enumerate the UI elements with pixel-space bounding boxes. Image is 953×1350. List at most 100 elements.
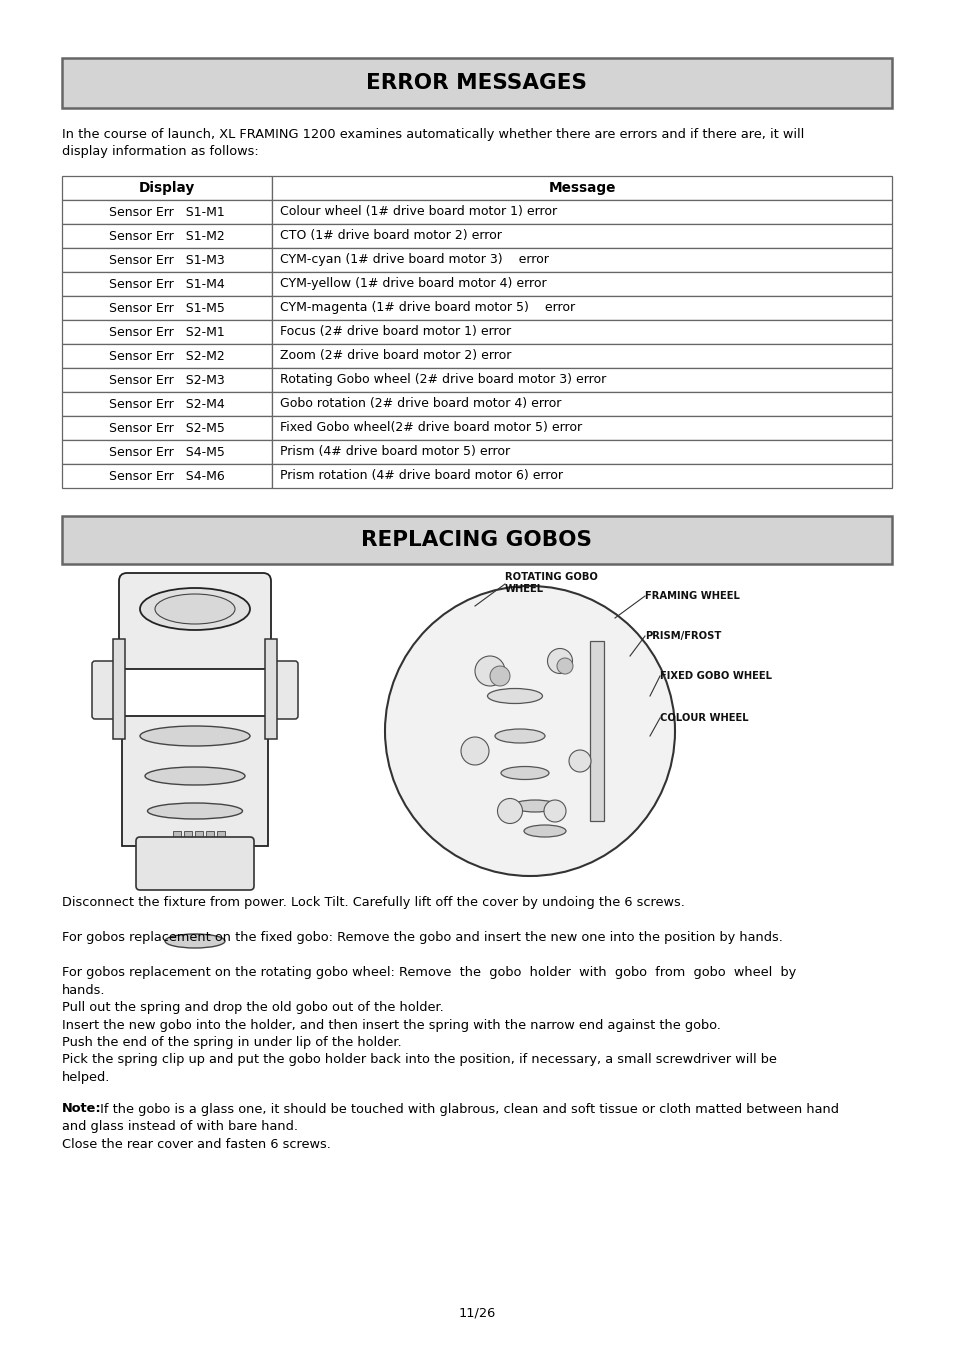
Bar — [62, 344, 272, 369]
Bar — [194, 832, 203, 838]
Text: Disconnect the fixture from power. Lock Tilt. Carefully lift off the cover by un: Disconnect the fixture from power. Lock … — [62, 896, 684, 909]
Bar — [272, 176, 891, 200]
Text: REPLACING GOBOS: REPLACING GOBOS — [361, 531, 592, 549]
Bar — [62, 296, 272, 320]
Text: Fixed Gobo wheel(2# drive board motor 5) error: Fixed Gobo wheel(2# drive board motor 5)… — [280, 421, 581, 435]
Text: Sensor Err   S2-M4: Sensor Err S2-M4 — [109, 397, 225, 410]
Text: Display: Display — [139, 181, 195, 194]
Bar — [216, 832, 225, 838]
Text: CTO (1# drive board motor 2) error: CTO (1# drive board motor 2) error — [280, 230, 501, 243]
Text: WHEEL: WHEEL — [504, 585, 543, 594]
Circle shape — [490, 666, 510, 686]
Text: Message: Message — [548, 181, 615, 194]
Bar — [206, 832, 213, 838]
Bar — [172, 832, 181, 838]
Text: Sensor Err   S4-M5: Sensor Err S4-M5 — [109, 446, 225, 459]
Bar — [272, 464, 891, 487]
Bar — [272, 200, 891, 224]
Text: Note:: Note: — [62, 1103, 102, 1115]
Text: Prism rotation (4# drive board motor 6) error: Prism rotation (4# drive board motor 6) … — [280, 470, 562, 482]
Text: For gobos replacement on the fixed gobo: Remove the gobo and insert the new one : For gobos replacement on the fixed gobo:… — [62, 931, 782, 944]
Bar — [62, 176, 272, 200]
Text: FRAMING WHEEL: FRAMING WHEEL — [644, 591, 740, 601]
Text: ROTATING GOBO: ROTATING GOBO — [504, 572, 598, 582]
Text: Sensor Err   S2-M1: Sensor Err S2-M1 — [109, 325, 225, 339]
Text: Prism (4# drive board motor 5) error: Prism (4# drive board motor 5) error — [280, 446, 510, 459]
Bar — [184, 832, 192, 838]
Bar — [589, 641, 603, 821]
Text: Sensor Err   S1-M5: Sensor Err S1-M5 — [109, 301, 225, 315]
FancyBboxPatch shape — [136, 837, 253, 890]
Bar — [272, 344, 891, 369]
Bar — [272, 392, 891, 416]
Text: Sensor Err   S4-M6: Sensor Err S4-M6 — [109, 470, 225, 482]
Ellipse shape — [140, 726, 250, 747]
Text: CYM-yellow (1# drive board motor 4) error: CYM-yellow (1# drive board motor 4) erro… — [280, 278, 546, 290]
Text: hands.: hands. — [62, 984, 106, 996]
Text: Focus (2# drive board motor 1) error: Focus (2# drive board motor 1) error — [280, 325, 511, 339]
Bar — [62, 200, 272, 224]
Bar — [272, 369, 891, 391]
Text: Rotating Gobo wheel (2# drive board motor 3) error: Rotating Gobo wheel (2# drive board moto… — [280, 374, 605, 386]
Circle shape — [557, 657, 573, 674]
Text: FIXED GOBO WHEEL: FIXED GOBO WHEEL — [659, 671, 771, 680]
Text: CYM-cyan (1# drive board motor 3)    error: CYM-cyan (1# drive board motor 3) error — [280, 254, 548, 266]
Ellipse shape — [475, 656, 504, 686]
Bar — [62, 416, 272, 440]
Ellipse shape — [487, 688, 542, 703]
Bar — [272, 416, 891, 440]
Text: COLOUR WHEEL: COLOUR WHEEL — [659, 713, 748, 724]
Ellipse shape — [500, 767, 548, 779]
Text: Sensor Err   S1-M1: Sensor Err S1-M1 — [109, 205, 225, 219]
Text: Push the end of the spring in under lip of the holder.: Push the end of the spring in under lip … — [62, 1035, 401, 1049]
Bar — [272, 224, 891, 248]
Bar — [265, 639, 276, 738]
Text: In the course of launch, XL FRAMING 1200 examines automatically whether there ar: In the course of launch, XL FRAMING 1200… — [62, 128, 803, 158]
Bar — [272, 440, 891, 464]
Text: For gobos replacement on the rotating gobo wheel: Remove  the  gobo  holder  wit: For gobos replacement on the rotating go… — [62, 967, 796, 979]
Text: Sensor Err   S1-M2: Sensor Err S1-M2 — [109, 230, 225, 243]
Bar — [272, 320, 891, 344]
FancyBboxPatch shape — [119, 572, 271, 670]
Text: Sensor Err   S1-M4: Sensor Err S1-M4 — [109, 278, 225, 290]
FancyBboxPatch shape — [270, 662, 297, 720]
Ellipse shape — [543, 801, 565, 822]
Ellipse shape — [148, 803, 242, 819]
Circle shape — [385, 586, 675, 876]
Ellipse shape — [497, 798, 522, 823]
Text: If the gobo is a glass one, it should be touched with glabrous, clean and soft t: If the gobo is a glass one, it should be… — [96, 1103, 838, 1115]
Text: ERROR MESSAGES: ERROR MESSAGES — [366, 73, 587, 93]
Text: Close the rear cover and fasten 6 screws.: Close the rear cover and fasten 6 screws… — [62, 1138, 331, 1150]
Bar — [62, 464, 272, 487]
Ellipse shape — [145, 767, 245, 784]
Text: Zoom (2# drive board motor 2) error: Zoom (2# drive board motor 2) error — [280, 350, 511, 363]
Bar — [62, 369, 272, 391]
Bar — [272, 271, 891, 296]
Text: Pick the spring clip up and put the gobo holder back into the position, if neces: Pick the spring clip up and put the gobo… — [62, 1053, 776, 1066]
Bar — [272, 296, 891, 320]
Ellipse shape — [140, 589, 250, 630]
Text: Sensor Err   S2-M3: Sensor Err S2-M3 — [109, 374, 225, 386]
Text: PRISM/FROST: PRISM/FROST — [644, 630, 720, 641]
Text: Gobo rotation (2# drive board motor 4) error: Gobo rotation (2# drive board motor 4) e… — [280, 397, 560, 410]
Text: and glass instead of with bare hand.: and glass instead of with bare hand. — [62, 1120, 297, 1133]
Bar — [62, 516, 891, 564]
Ellipse shape — [154, 594, 234, 624]
Bar — [62, 58, 891, 108]
Bar — [62, 440, 272, 464]
Text: CYM-magenta (1# drive board motor 5)    error: CYM-magenta (1# drive board motor 5) err… — [280, 301, 575, 315]
Bar — [62, 224, 272, 248]
Text: Sensor Err   S2-M5: Sensor Err S2-M5 — [109, 421, 225, 435]
Bar — [62, 271, 272, 296]
Bar — [62, 392, 272, 416]
Text: 11/26: 11/26 — [457, 1307, 496, 1319]
Text: Insert the new gobo into the holder, and then insert the spring with the narrow : Insert the new gobo into the holder, and… — [62, 1018, 720, 1031]
Bar — [272, 248, 891, 271]
Ellipse shape — [568, 751, 590, 772]
Ellipse shape — [523, 825, 565, 837]
Text: helped.: helped. — [62, 1071, 111, 1084]
Ellipse shape — [547, 648, 572, 674]
Ellipse shape — [165, 934, 225, 948]
Bar — [122, 716, 268, 846]
Bar — [62, 320, 272, 344]
